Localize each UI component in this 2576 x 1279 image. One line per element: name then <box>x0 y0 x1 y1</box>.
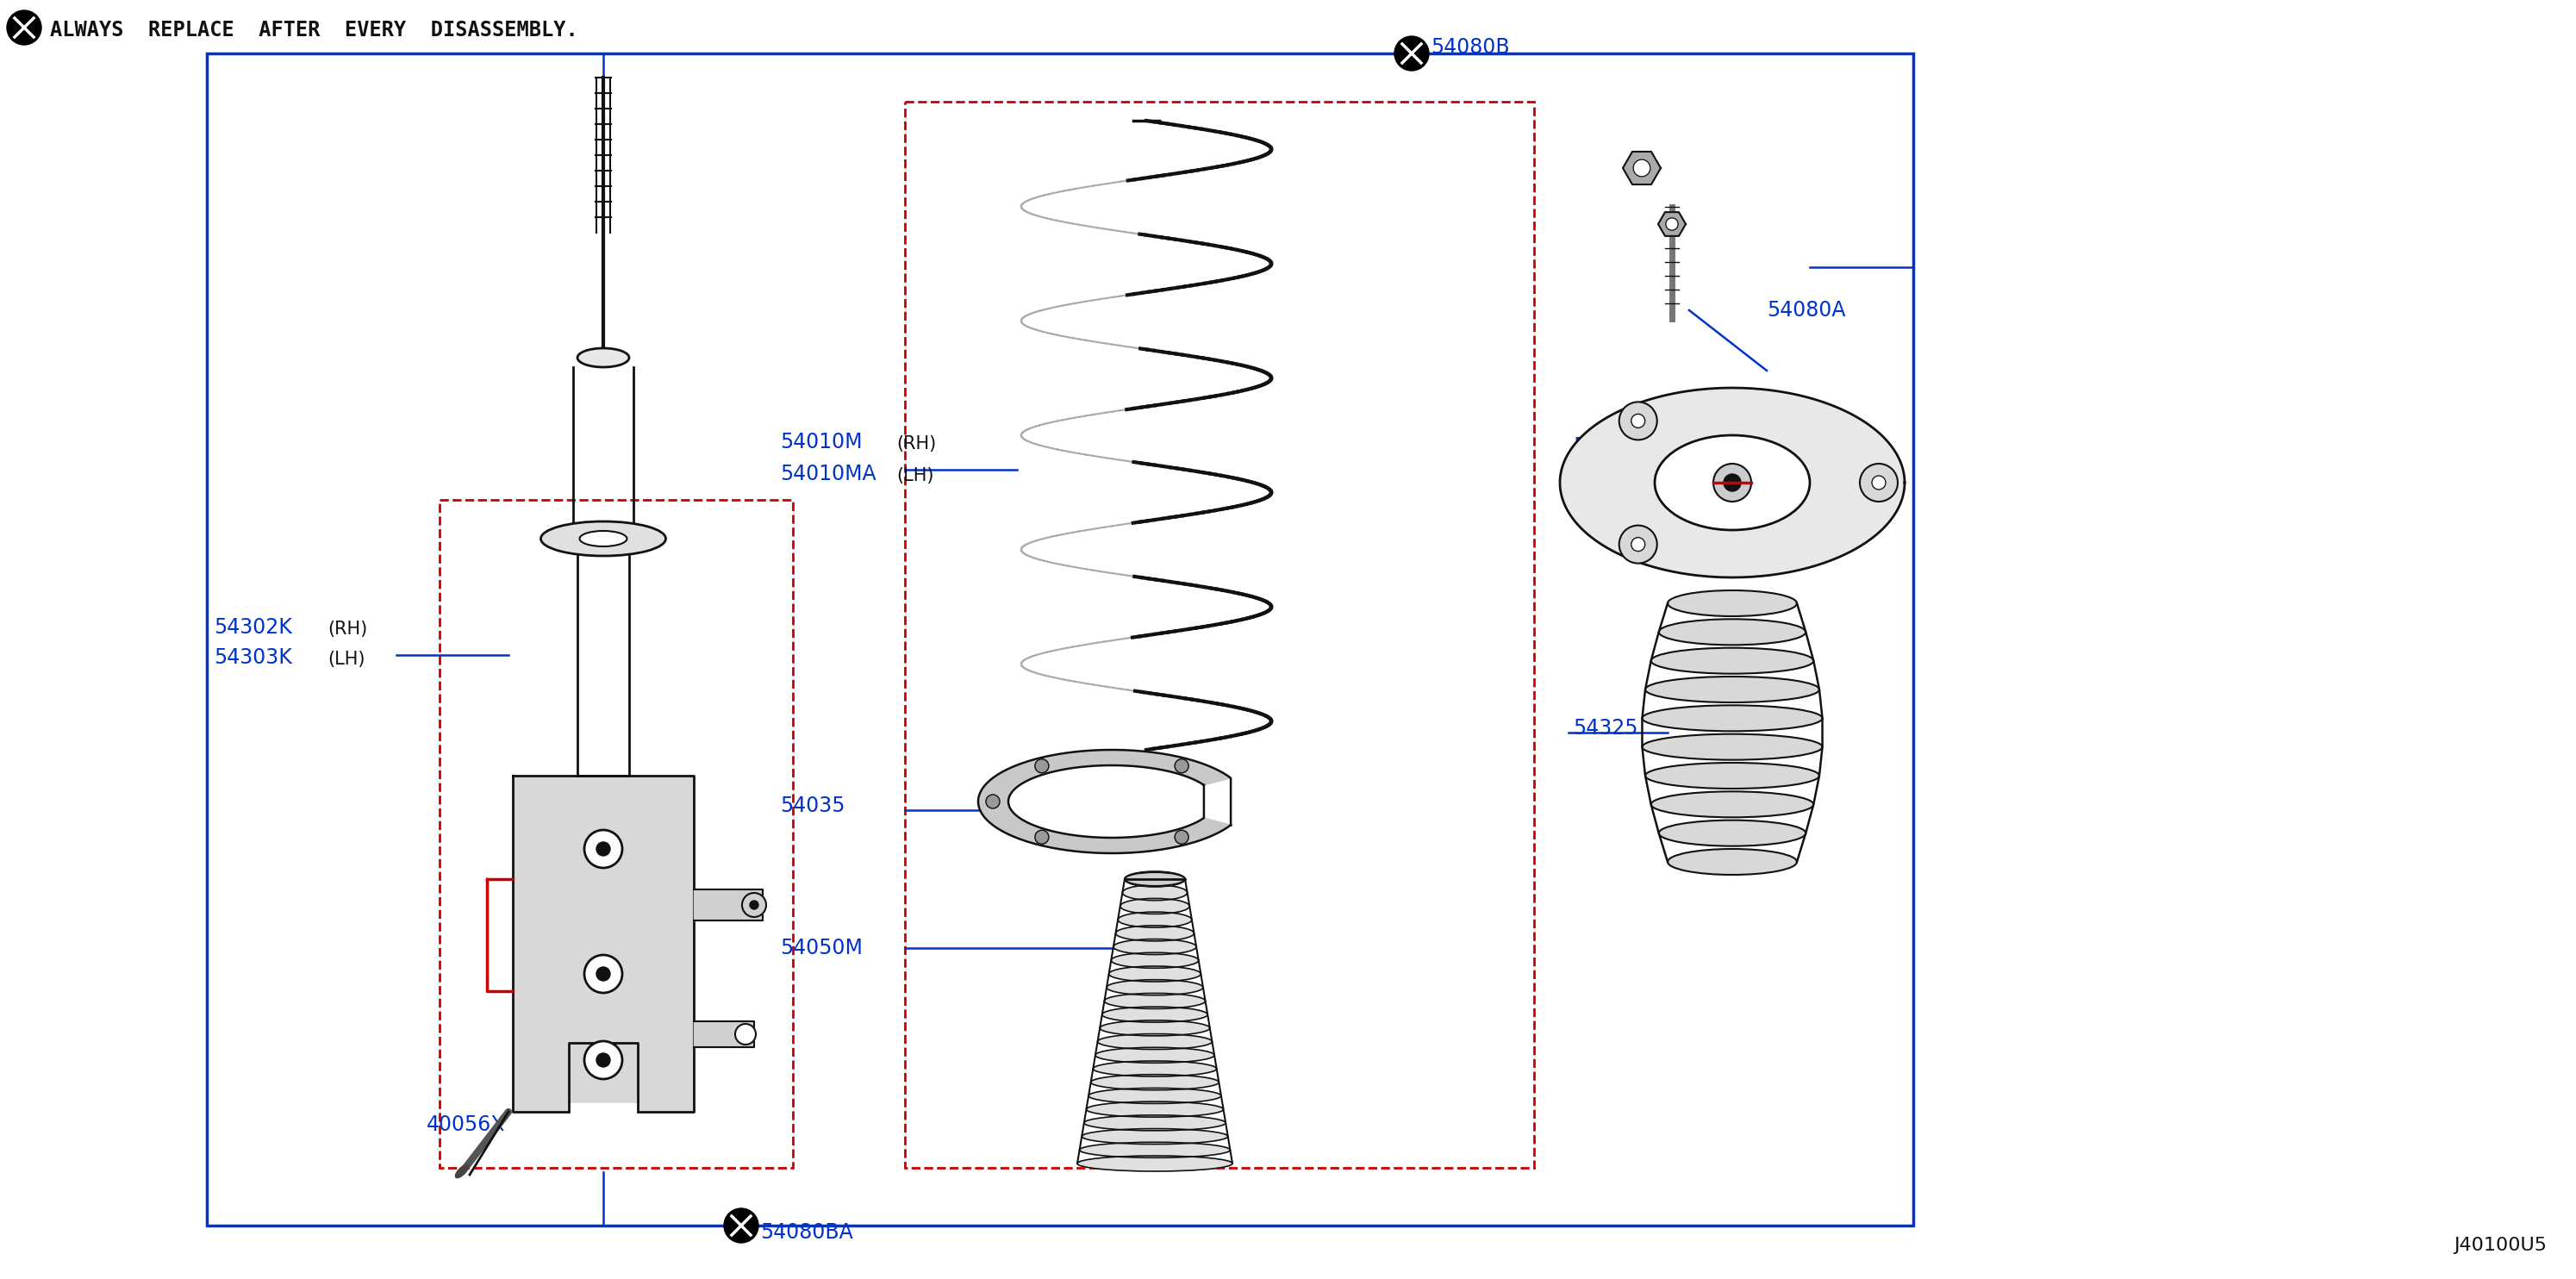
Circle shape <box>1620 402 1656 440</box>
Circle shape <box>1713 464 1752 501</box>
Circle shape <box>1873 476 1886 490</box>
Polygon shape <box>693 889 762 921</box>
Text: (LH): (LH) <box>896 467 933 485</box>
Text: (RH): (RH) <box>896 435 935 453</box>
Text: J40100U5: J40100U5 <box>2452 1237 2548 1253</box>
Ellipse shape <box>1079 1142 1231 1157</box>
Circle shape <box>598 1053 611 1067</box>
Circle shape <box>1620 526 1656 563</box>
Ellipse shape <box>1121 898 1190 914</box>
Circle shape <box>750 900 757 909</box>
Circle shape <box>1631 537 1646 551</box>
Ellipse shape <box>1126 872 1185 886</box>
Ellipse shape <box>577 348 629 367</box>
Ellipse shape <box>1659 619 1806 645</box>
Ellipse shape <box>1084 1115 1226 1131</box>
Text: 54320: 54320 <box>1574 436 1638 457</box>
Ellipse shape <box>1103 1007 1208 1022</box>
Ellipse shape <box>1108 966 1200 982</box>
Text: ALWAYS  REPLACE  AFTER  EVERY  DISASSEMBLY.: ALWAYS REPLACE AFTER EVERY DISASSEMBLY. <box>49 19 577 41</box>
Ellipse shape <box>1090 1074 1218 1090</box>
Circle shape <box>1633 160 1651 177</box>
Circle shape <box>8 10 41 45</box>
Text: (RH): (RH) <box>327 620 368 638</box>
Ellipse shape <box>1100 1021 1211 1036</box>
Text: 54035: 54035 <box>781 796 845 816</box>
Ellipse shape <box>1667 591 1798 616</box>
Ellipse shape <box>1667 849 1798 875</box>
Circle shape <box>1723 475 1741 491</box>
Bar <box>440 500 793 1168</box>
Ellipse shape <box>1105 994 1206 1009</box>
Text: 54302K: 54302K <box>214 616 291 638</box>
Ellipse shape <box>580 531 626 546</box>
Text: 54080A: 54080A <box>1767 301 1844 321</box>
Ellipse shape <box>1641 734 1821 760</box>
Text: 54080B: 54080B <box>1430 37 1510 58</box>
Ellipse shape <box>1646 677 1819 702</box>
Ellipse shape <box>1110 953 1198 968</box>
Ellipse shape <box>1108 980 1203 995</box>
Ellipse shape <box>1118 912 1193 927</box>
Ellipse shape <box>1646 762 1819 789</box>
Polygon shape <box>693 1022 755 1048</box>
Text: (LH): (LH) <box>1703 472 1739 490</box>
Text: (LH): (LH) <box>327 651 366 668</box>
Polygon shape <box>979 749 1231 853</box>
Circle shape <box>1175 830 1188 844</box>
Ellipse shape <box>1126 871 1185 886</box>
Circle shape <box>1175 758 1188 773</box>
Text: 54080BA: 54080BA <box>760 1223 853 1243</box>
Ellipse shape <box>541 522 665 556</box>
Circle shape <box>1631 414 1646 427</box>
Polygon shape <box>1561 388 1904 577</box>
Polygon shape <box>513 775 693 1111</box>
Ellipse shape <box>1077 1156 1231 1172</box>
Ellipse shape <box>1095 1048 1213 1063</box>
Circle shape <box>1036 758 1048 773</box>
Text: 54320+A: 54320+A <box>1574 469 1669 490</box>
Circle shape <box>585 1041 623 1079</box>
Polygon shape <box>1623 152 1662 184</box>
Circle shape <box>734 1024 755 1045</box>
Circle shape <box>1394 36 1430 70</box>
Circle shape <box>598 967 611 981</box>
Circle shape <box>1860 464 1899 501</box>
Circle shape <box>1036 830 1048 844</box>
Text: 54303K: 54303K <box>214 647 291 668</box>
Text: 40056X: 40056X <box>428 1114 505 1134</box>
Text: 54010MA: 54010MA <box>781 464 876 485</box>
Text: 54050M: 54050M <box>781 938 863 958</box>
Circle shape <box>585 955 623 993</box>
Text: (RH): (RH) <box>1703 440 1741 457</box>
Ellipse shape <box>1115 926 1195 941</box>
Bar <box>206 54 1914 1225</box>
Polygon shape <box>569 1104 639 1117</box>
Ellipse shape <box>1641 705 1821 732</box>
Ellipse shape <box>1123 885 1188 900</box>
Circle shape <box>724 1209 757 1243</box>
Ellipse shape <box>1113 939 1195 954</box>
Polygon shape <box>1659 212 1685 237</box>
Ellipse shape <box>1090 1088 1221 1104</box>
Ellipse shape <box>1082 1128 1229 1145</box>
Ellipse shape <box>1097 1033 1213 1049</box>
Circle shape <box>1667 217 1677 230</box>
Ellipse shape <box>1087 1101 1224 1117</box>
Bar <box>904 102 1535 1168</box>
Circle shape <box>987 794 999 808</box>
Circle shape <box>585 830 623 868</box>
Ellipse shape <box>456 1165 469 1178</box>
Circle shape <box>742 893 765 917</box>
Ellipse shape <box>1654 435 1811 530</box>
Circle shape <box>598 842 611 856</box>
Text: 54325: 54325 <box>1574 718 1638 738</box>
Text: 54010M: 54010M <box>781 432 863 453</box>
Ellipse shape <box>1651 648 1814 674</box>
Ellipse shape <box>1659 820 1806 847</box>
Ellipse shape <box>1092 1062 1216 1077</box>
Ellipse shape <box>1651 792 1814 817</box>
